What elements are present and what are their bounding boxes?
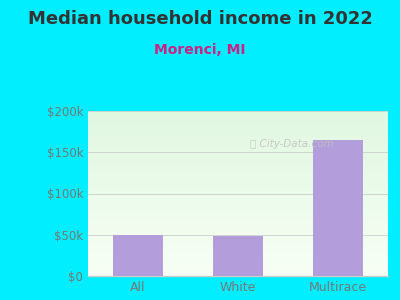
Bar [213,236,263,276]
Bar [313,140,363,276]
Text: Median household income in 2022: Median household income in 2022 [28,11,372,28]
Text: Morenci, MI: Morenci, MI [154,44,246,58]
Text: ⓒ City-Data.com: ⓒ City-Data.com [250,139,334,149]
Bar [113,235,163,276]
